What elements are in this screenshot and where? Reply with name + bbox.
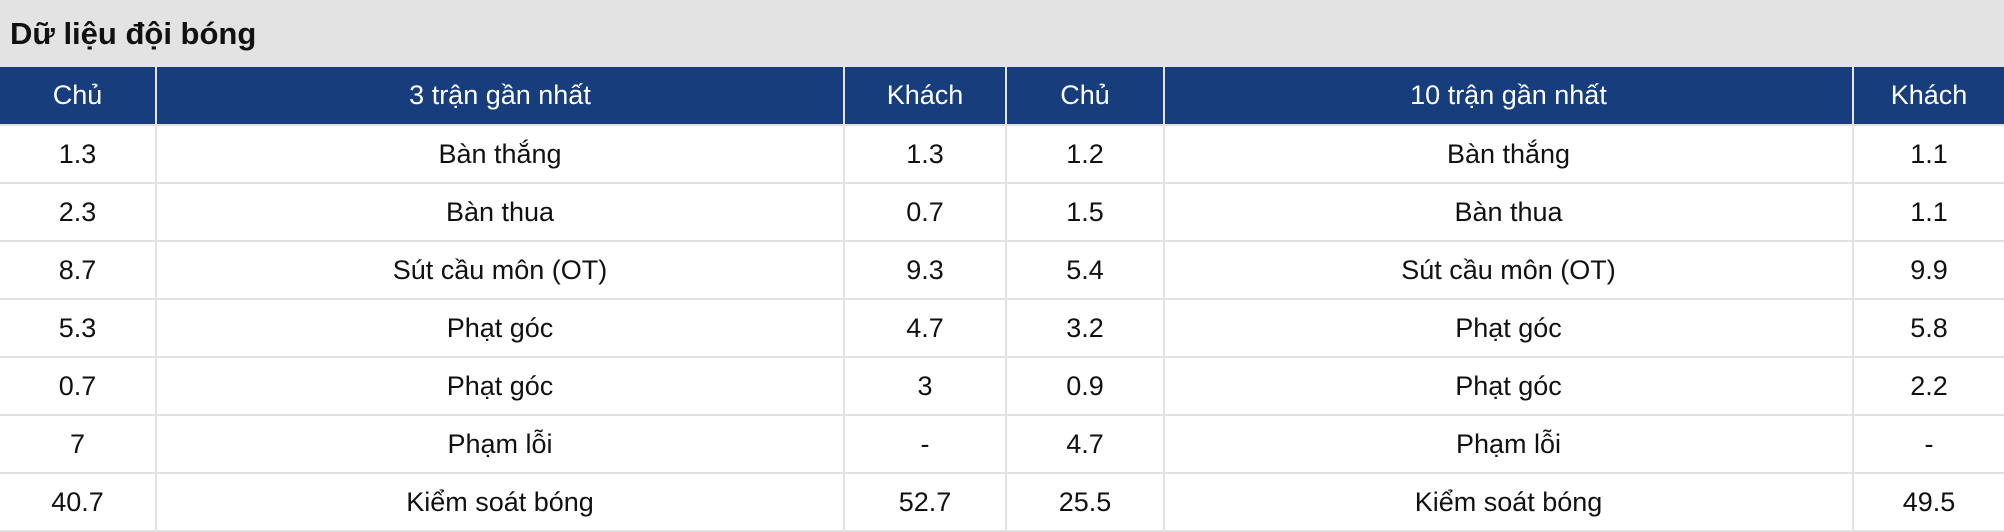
- table-row: 8.7 Sút cầu môn (OT) 9.3 5.4 Sút cầu môn (OT…: [0, 240, 2004, 300]
- cell-home: 3.2: [1005, 298, 1165, 358]
- cell-away: -: [1852, 414, 2004, 474]
- column-header-stat-10: 10 trận gần nhất: [1163, 67, 1853, 125]
- cell-away: 1.1: [1852, 124, 2004, 184]
- cell-home: 7: [0, 414, 157, 474]
- cell-away: 9.9: [1852, 240, 2004, 300]
- page-title: Dữ liệu đội bóng: [10, 15, 257, 51]
- column-header-home-3: Chủ: [0, 67, 156, 125]
- column-header-away-10: Khách: [1852, 67, 2004, 125]
- cell-home: 40.7: [0, 472, 157, 532]
- table-row: 1.3 Bàn thắng 1.3 1.2 Bàn thắng 1.1: [0, 124, 2004, 184]
- cell-stat: Phạm lỗi: [1163, 414, 1854, 474]
- cell-away: 1.3: [843, 124, 1007, 184]
- cell-away: 52.7: [843, 472, 1007, 532]
- cell-stat: Phạt góc: [155, 298, 845, 358]
- cell-home: 0.7: [0, 356, 157, 416]
- header-row: Chủ 3 trận gần nhất Khách Chủ 10 trận gần nh…: [0, 67, 2004, 125]
- cell-home: 1.3: [0, 124, 157, 184]
- table-row: 0.7 Phạt góc 3 0.9 Phạt góc 2.2: [0, 356, 2004, 416]
- cell-home: 5.4: [1005, 240, 1165, 300]
- cell-stat: Phạm lỗi: [155, 414, 845, 474]
- table-row: 7 Phạm lỗi -4.7 Phạm lỗi -: [0, 414, 2004, 474]
- cell-stat: Kiểm soát bóng: [1163, 472, 1854, 532]
- column-header-away-3: Khách: [843, 67, 1006, 125]
- cell-away: 49.5: [1852, 472, 2004, 532]
- cell-away: 5.8: [1852, 298, 2004, 358]
- cell-stat: Phạt góc: [1163, 356, 1854, 416]
- cell-home: 8.7: [0, 240, 157, 300]
- cell-home: 4.7: [1005, 414, 1165, 474]
- table-row: 2.3 Bàn thua 0.7 1.5 Bàn thua 1.1: [0, 182, 2004, 242]
- cell-home: 1.2: [1005, 124, 1165, 184]
- cell-stat: Bàn thắng: [155, 124, 845, 184]
- cell-stat: Sút cầu môn (OT): [155, 240, 845, 300]
- cell-stat: Kiểm soát bóng: [155, 472, 845, 532]
- cell-stat: Bàn thắng: [1163, 124, 1854, 184]
- team-stats-table: Chủ 3 trận gần nhất Khách Chủ 10 trận gần nh…: [0, 67, 2004, 532]
- cell-stat: Bàn thua: [1163, 182, 1854, 242]
- cell-away: -: [843, 414, 1007, 474]
- cell-away: 0.7: [843, 182, 1007, 242]
- cell-home: 0.9: [1005, 356, 1165, 416]
- cell-away: 2.2: [1852, 356, 2004, 416]
- table-row: 5.3 Phạt góc 4.7 3.2 Phạt góc 5.8: [0, 298, 2004, 358]
- cell-stat: Phạt góc: [155, 356, 845, 416]
- cell-away: 1.1: [1852, 182, 2004, 242]
- cell-away: 4.7: [843, 298, 1007, 358]
- cell-home: 5.3: [0, 298, 157, 358]
- cell-away: 9.3: [843, 240, 1007, 300]
- cell-stat: Phạt góc: [1163, 298, 1854, 358]
- cell-stat: Bàn thua: [155, 182, 845, 242]
- cell-home: 1.5: [1005, 182, 1165, 242]
- title-bar: Dữ liệu đội bóng: [0, 0, 2004, 67]
- column-header-home-10: Chủ: [1005, 67, 1164, 125]
- cell-home: 25.5: [1005, 472, 1165, 532]
- column-header-stat-3: 3 trận gần nhất: [155, 67, 844, 125]
- cell-stat: Sút cầu môn (OT): [1163, 240, 1854, 300]
- table-row: 40.7 Kiểm soát bóng 52.7 25.5 Kiểm soát bóng…: [0, 472, 2004, 532]
- cell-away: 3: [843, 356, 1007, 416]
- cell-home: 2.3: [0, 182, 157, 242]
